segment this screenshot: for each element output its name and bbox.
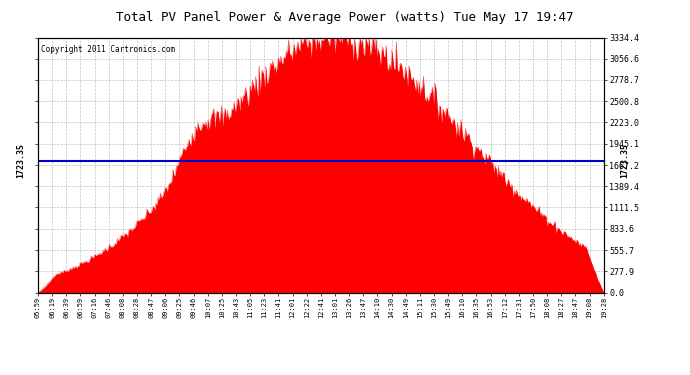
Text: Copyright 2011 Cartronics.com: Copyright 2011 Cartronics.com: [41, 45, 175, 54]
Text: 1723.35: 1723.35: [620, 143, 629, 178]
Text: Total PV Panel Power & Average Power (watts) Tue May 17 19:47: Total PV Panel Power & Average Power (wa…: [116, 11, 574, 24]
Text: 1723.35: 1723.35: [17, 143, 26, 178]
